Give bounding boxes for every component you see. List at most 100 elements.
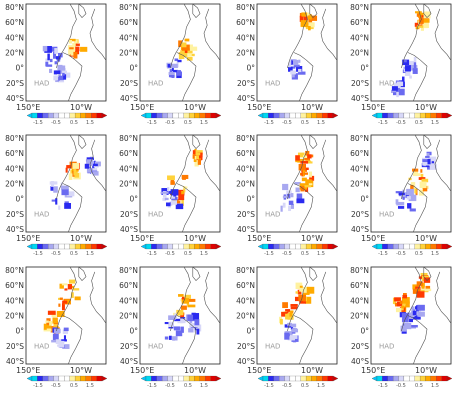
anomaly-cell <box>429 163 437 170</box>
anomaly-cell <box>49 321 53 326</box>
latitude-label: 40°N <box>350 33 369 42</box>
latitude-label: 20°S <box>237 79 255 88</box>
colorbar-segment <box>382 243 388 250</box>
anomaly-cell <box>62 72 65 76</box>
anomaly-cell <box>286 190 292 195</box>
anomaly-cell <box>59 283 64 289</box>
anomaly-cell <box>162 197 167 201</box>
colorbar-segment <box>262 243 269 250</box>
colorbar-segment <box>205 243 211 250</box>
latitude-label: 40°S <box>237 357 255 366</box>
anomaly-cell <box>66 191 75 197</box>
colorbar-segment <box>58 243 65 250</box>
coastline <box>406 3 422 53</box>
coastline <box>434 271 452 324</box>
anomaly-cell <box>416 13 420 17</box>
anomaly-cell <box>193 158 197 163</box>
anomaly-cell <box>305 160 312 163</box>
colorbar-segment <box>311 375 317 382</box>
anomaly-cell <box>176 70 181 76</box>
colorbar-tick-label: 0.5 <box>70 383 78 389</box>
anomaly-cell <box>187 304 196 308</box>
anomaly-cell <box>92 171 99 176</box>
anomaly-cell <box>303 167 309 171</box>
anomaly-cell <box>421 22 428 29</box>
anomaly-cell <box>286 193 291 199</box>
colorbar-segment <box>436 243 442 250</box>
colorbar-tick-label: 1.5 <box>317 383 325 389</box>
anomaly-cell <box>46 322 52 329</box>
latitude-label: 60°N <box>5 149 24 158</box>
coastline <box>292 3 308 53</box>
colorbar-segment <box>398 243 405 250</box>
anomaly-cell <box>68 40 72 44</box>
anomaly-cell <box>45 58 50 62</box>
anomaly-cell <box>197 157 201 165</box>
colorbar-tick-label: -1.5 <box>264 120 274 126</box>
anomaly-cell <box>181 296 185 300</box>
colorbar-tick-label: 1.5 <box>200 120 208 126</box>
anomaly-cell <box>50 186 54 191</box>
anomaly-cell <box>181 190 184 195</box>
coastline <box>320 8 338 61</box>
anomaly-cell <box>70 53 74 56</box>
anomaly-cell <box>395 307 402 313</box>
anomaly-cell <box>302 292 310 295</box>
anomaly-cell <box>193 313 200 320</box>
anomaly-cell <box>86 159 93 166</box>
colorbar-segment <box>414 375 421 382</box>
anomaly-cell <box>167 187 170 192</box>
coastline <box>401 52 408 69</box>
anomaly-cell <box>401 305 405 309</box>
anomaly-cell <box>406 318 413 323</box>
anomaly-cell <box>415 11 422 14</box>
anomaly-cell <box>189 44 193 48</box>
colorbar-segment <box>205 375 211 382</box>
coastline <box>406 134 422 184</box>
latitude-label: 40°N <box>350 296 369 305</box>
anomaly-cell <box>73 51 78 59</box>
latitude-label: 0° <box>360 327 369 336</box>
anomaly-cell <box>308 183 313 186</box>
colorbar-tick-label: -1.5 <box>33 383 43 389</box>
colorbar-segment <box>167 375 174 382</box>
colorbar-segment <box>80 112 86 119</box>
colorbar-segment <box>199 112 206 119</box>
anomaly-cell <box>62 300 68 304</box>
latitude-label: 0° <box>246 64 255 73</box>
colorbar-segment <box>64 243 70 250</box>
anomaly-cell <box>296 65 303 72</box>
colorbar-tick-label: 0.5 <box>301 120 309 126</box>
anomaly-cell <box>69 47 74 50</box>
anomaly-cell <box>63 335 67 342</box>
latitude-label: 40°S <box>120 225 138 234</box>
latitude-label: 80°N <box>5 134 24 143</box>
anomaly-cell <box>413 57 417 63</box>
colorbar-segment <box>300 375 307 382</box>
map-frame <box>370 3 452 102</box>
anomaly-cell <box>421 284 425 289</box>
anomaly-cell <box>58 68 66 74</box>
colorbar-segment <box>327 112 334 119</box>
anomaly-cell <box>395 191 403 194</box>
anomaly-cell <box>305 179 312 185</box>
latitude-label: 20°N <box>236 312 255 321</box>
anomaly-cell <box>290 193 294 198</box>
anomaly-cell <box>396 301 403 307</box>
coastline <box>56 52 63 69</box>
colorbar-segment <box>53 375 60 382</box>
anomaly-cell <box>289 323 297 328</box>
colorbar-segment <box>53 112 60 119</box>
anomaly-cell <box>181 174 189 179</box>
longitude-label: 10°W <box>415 366 437 375</box>
colorbar-tick-label: 1.5 <box>431 120 439 126</box>
anomaly-cell <box>181 298 190 304</box>
anomaly-cell <box>397 206 405 209</box>
anomaly-cell <box>427 158 431 165</box>
colorbar-segment <box>387 112 394 119</box>
colorbar-tick-label: 1.5 <box>86 383 94 389</box>
latitude-label: 20°N <box>5 180 24 189</box>
anomaly-cell <box>194 319 200 326</box>
